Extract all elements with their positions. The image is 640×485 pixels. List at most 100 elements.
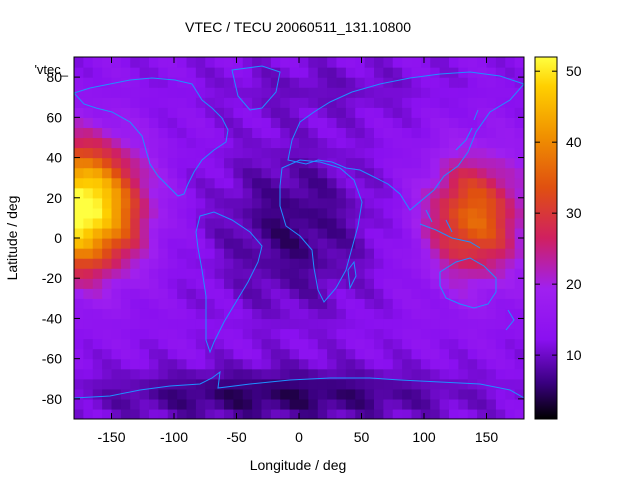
heatmap-cell [495, 288, 506, 299]
heatmap-cell [252, 318, 263, 330]
heatmap-cell [477, 137, 488, 149]
heatmap-cell [477, 288, 488, 299]
heatmap-cell [195, 248, 206, 259]
heatmap-cell [92, 298, 103, 309]
heatmap-cell [355, 328, 366, 340]
heatmap-cell [430, 97, 441, 108]
heatmap-cell [224, 378, 234, 390]
heatmap-cell [458, 107, 469, 118]
heatmap-cell [299, 177, 309, 189]
heatmap-cell [111, 238, 122, 249]
heatmap-cell [205, 187, 216, 199]
heatmap-cell [299, 87, 309, 98]
heatmap-cell [205, 268, 216, 279]
heatmap-cell [242, 97, 253, 108]
heatmap-cell [214, 398, 225, 410]
heatmap-cell [308, 378, 319, 390]
heatmap-cell [486, 408, 497, 419]
heatmap-cell [261, 127, 272, 139]
heatmap-cell [102, 137, 113, 149]
heatmap-cell [139, 117, 150, 128]
heatmap-cell [430, 157, 441, 169]
heatmap-cell [345, 398, 356, 410]
heatmap-cell [420, 268, 431, 279]
heatmap-cell [299, 137, 309, 149]
heatmap-cell [308, 388, 319, 400]
heatmap-cell [205, 238, 216, 249]
heatmap-cell [495, 298, 506, 309]
heatmap-cell [270, 348, 281, 360]
heatmap-cell [233, 197, 244, 209]
heatmap-cell [477, 318, 488, 330]
heatmap-cell [83, 368, 94, 380]
heatmap-cell [158, 378, 169, 390]
heatmap-cell [449, 107, 459, 118]
heatmap-cell [495, 408, 506, 419]
heatmap-cell [149, 268, 159, 279]
heatmap-cell [177, 318, 188, 330]
heatmap-cell [224, 348, 234, 360]
heatmap-cell [214, 107, 225, 118]
heatmap-cell [130, 207, 141, 219]
heatmap-cell [336, 288, 347, 299]
heatmap-cell [102, 197, 113, 209]
heatmap-cell [83, 147, 94, 159]
heatmap-cell [214, 388, 225, 400]
heatmap-cell [167, 197, 178, 209]
heatmap-cell [374, 368, 384, 380]
heatmap-cell [439, 248, 450, 259]
heatmap-cell [74, 167, 84, 179]
heatmap-cell [439, 298, 450, 309]
heatmap-cell [252, 57, 263, 68]
heatmap-cell [120, 238, 131, 249]
heatmap-cell [270, 147, 281, 159]
heatmap-cell [299, 117, 309, 128]
heatmap-cell [514, 268, 524, 279]
heatmap-cell [411, 197, 422, 209]
heatmap-cell [327, 67, 338, 78]
heatmap-cell [392, 258, 403, 269]
heatmap-cell [252, 278, 263, 289]
heatmap-cell [402, 137, 413, 149]
heatmap-cell [280, 238, 291, 249]
heatmap-cell [83, 388, 94, 400]
heatmap-cell [411, 338, 422, 350]
heatmap-cell [383, 157, 394, 169]
heatmap-cell [130, 408, 141, 419]
heatmap-cell [139, 398, 150, 410]
heatmap-cell [214, 207, 225, 219]
heatmap-cell [270, 318, 281, 330]
heatmap-cell [383, 227, 394, 239]
heatmap-cell [439, 358, 450, 370]
heatmap-cell [224, 107, 234, 118]
heatmap-cell [270, 137, 281, 149]
heatmap-cell [486, 328, 497, 340]
heatmap-cell [336, 67, 347, 78]
heatmap-cell [214, 137, 225, 149]
heatmap-cell [467, 167, 478, 179]
heatmap-cell [317, 288, 328, 299]
heatmap-cell [280, 77, 291, 88]
heatmap-cell [317, 368, 328, 380]
heatmap-cell [495, 217, 506, 229]
heatmap-cell [224, 358, 234, 370]
heatmap-cell [308, 157, 319, 169]
heatmap-cell [477, 328, 488, 340]
heatmap-cell [299, 97, 309, 108]
heatmap-cell [177, 207, 188, 219]
heatmap-cell [205, 117, 216, 128]
heatmap-cell [252, 388, 263, 400]
heatmap-cell [120, 197, 131, 209]
heatmap-cell [345, 338, 356, 350]
heatmap-cell [420, 348, 431, 360]
heatmap-cell [214, 358, 225, 370]
heatmap-cell [214, 338, 225, 350]
heatmap-cell [364, 177, 375, 189]
heatmap-cell [317, 388, 328, 400]
heatmap-cell [92, 318, 103, 330]
heatmap-cell [177, 57, 188, 68]
heatmap-cell [233, 308, 244, 320]
heatmap-cell [177, 248, 188, 259]
y-tick-label: 80 [46, 69, 62, 85]
heatmap-cell [430, 227, 441, 239]
